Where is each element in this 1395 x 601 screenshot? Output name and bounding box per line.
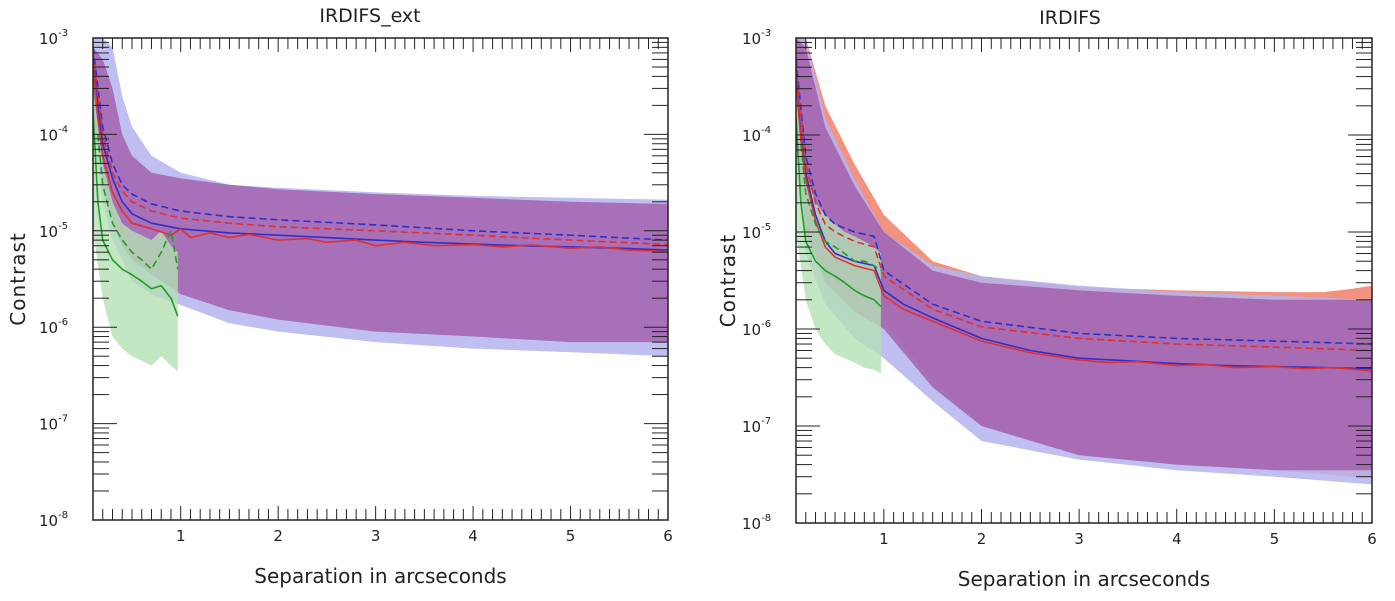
x-tick-label: 1 [176,527,186,545]
y-axis-label: Contrast [716,234,740,327]
plot-area [93,38,668,372]
chart-panel-1: 1 2 3 4 5 6 10-3 10-4 10-5 10-6 10-7 10-8 IRDIFS_ext… [6,5,673,588]
chart-title: IRDIFS_ext [319,5,420,27]
plot-area [796,38,1372,485]
y-tick-label: 10-6 [39,317,68,337]
x-tick-label: 6 [1367,530,1377,548]
x-tick-label: 4 [1172,530,1182,548]
x-tick-label: 3 [1074,530,1084,548]
green-solid-line [93,109,179,317]
y-tick-label: 10-7 [39,414,68,434]
y-tick-label: 10-5 [39,221,68,241]
chart-title: IRDIFS [1039,7,1101,29]
x-tick-label: 5 [1270,530,1280,548]
blue-dashed-line [796,59,1372,345]
y-tick-label: 10-7 [742,416,771,436]
x-tick-label: 3 [371,527,381,545]
chart-panel-2: 1 2 3 4 5 6 10-3 10-4 10-5 10-6 10-7 10-8 IRDIFS Sepa… [716,7,1377,591]
plot-frame [795,37,1373,524]
y-tick-label: 10-4 [39,124,68,144]
y-tick-label: 10-8 [39,510,68,530]
green-solid-line [796,117,882,308]
x-axis-label: Separation in arcseconds [958,567,1210,591]
x-tick-label: 6 [663,527,673,545]
y-tick-label: 10-3 [742,28,771,48]
y-tick-label: 10-8 [742,513,771,533]
x-tick-label: 2 [977,530,987,548]
red-solid-line [796,82,1372,372]
green-dashed-line [97,134,179,270]
purple-band-2 [93,47,668,343]
y-tick-label: 10-5 [742,222,771,242]
y-tick-label: 10-3 [39,28,68,48]
purple-band-3 [796,38,1372,471]
x-tick-label: 4 [468,527,478,545]
y-tick-label: 10-6 [742,319,771,339]
green-band-3 [93,88,178,372]
y-axis-label: Contrast [6,232,30,325]
x-tick-label: 2 [273,527,283,545]
x-axis-label: Separation in arcseconds [254,564,506,588]
x-tick-label: 5 [566,527,576,545]
blue-dashed-line [93,47,668,241]
x-tick-label: 1 [879,530,889,548]
red-solid-line [93,66,668,253]
plot-frame [92,37,669,521]
y-tick-label: 10-4 [742,125,771,145]
green-band-4 [796,88,881,374]
red-dashed-line [93,52,668,246]
